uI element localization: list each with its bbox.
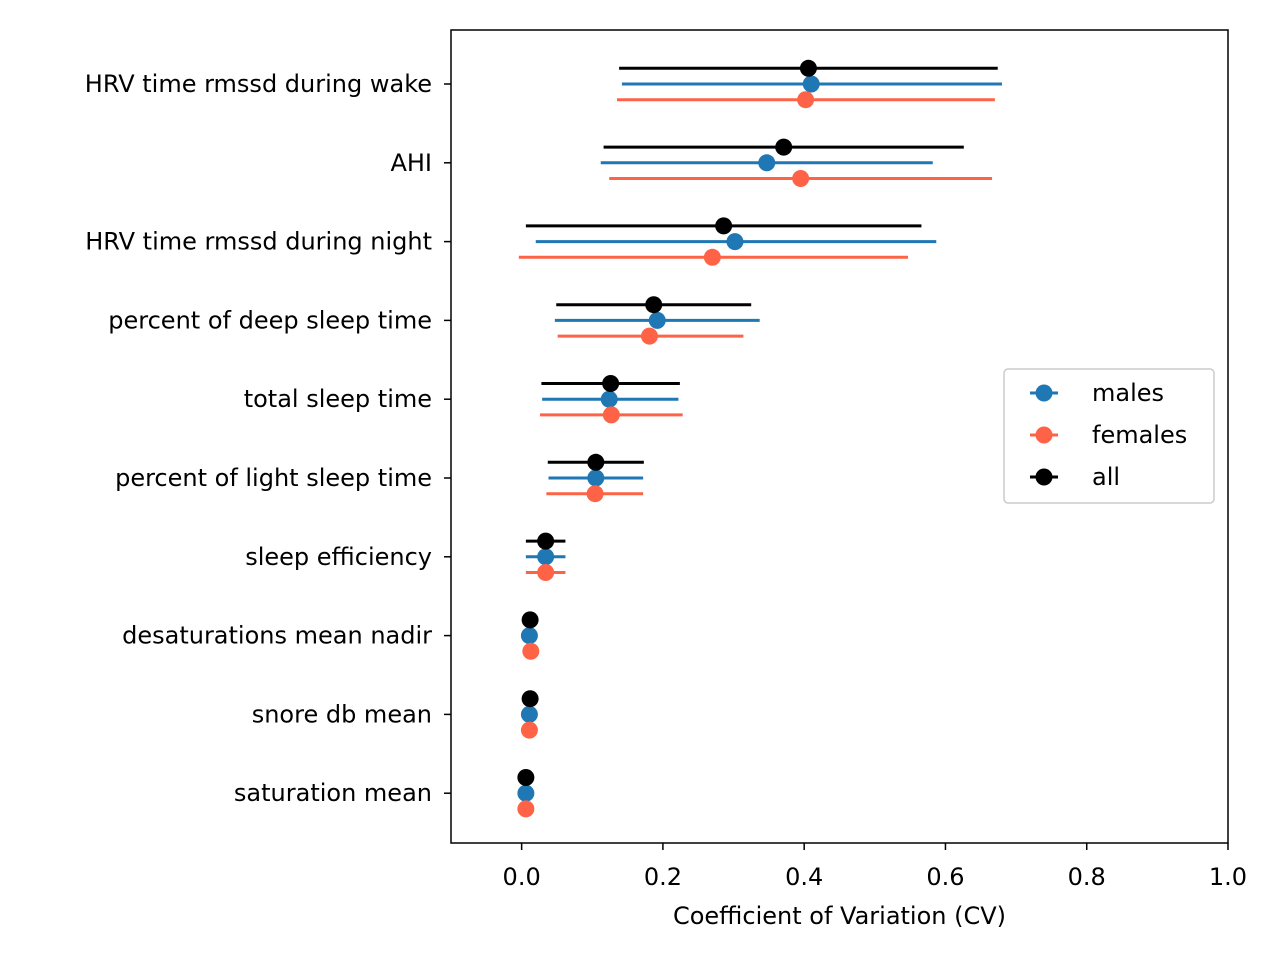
data-point bbox=[726, 233, 744, 251]
x-tick-label: 0.8 bbox=[1068, 863, 1106, 891]
y-tick-label: percent of light sleep time bbox=[115, 464, 432, 492]
x-tick-label: 0.0 bbox=[503, 863, 541, 891]
y-tick-label: sleep efficiency bbox=[245, 543, 432, 571]
y-axis: HRV time rmssd during wake AHI HRV time rm… bbox=[85, 70, 451, 807]
legend: males females all bbox=[1003, 368, 1215, 504]
data-point bbox=[758, 154, 776, 172]
y-tick-label: saturation mean bbox=[234, 779, 432, 807]
data-point bbox=[645, 296, 663, 314]
data-point bbox=[520, 627, 538, 645]
data-point bbox=[522, 642, 540, 660]
data-point bbox=[587, 453, 605, 471]
data-point bbox=[537, 548, 555, 566]
data-point bbox=[521, 690, 539, 708]
x-tick-label: 0.6 bbox=[926, 863, 964, 891]
data-point bbox=[703, 248, 721, 266]
data-point bbox=[537, 564, 555, 581]
data-point bbox=[587, 469, 605, 487]
data-point bbox=[792, 170, 810, 187]
legend-label: females bbox=[1092, 421, 1187, 449]
y-tick-label: snore db mean bbox=[252, 700, 432, 728]
legend-box bbox=[1003, 368, 1215, 504]
y-tick-label: desaturations mean nadir bbox=[122, 622, 432, 650]
x-axis: 0.0 0.2 0.4 0.6 0.8 1.0 bbox=[503, 843, 1247, 891]
legend-label: all bbox=[1092, 463, 1120, 491]
data-point bbox=[586, 485, 604, 503]
x-tick-label: 0.4 bbox=[785, 863, 823, 891]
data-point bbox=[600, 390, 618, 408]
legend-marker bbox=[1035, 384, 1053, 402]
data-points bbox=[517, 59, 820, 818]
plot-frame bbox=[450, 29, 1229, 844]
data-point bbox=[799, 59, 817, 77]
y-tick-label: total sleep time bbox=[244, 385, 432, 413]
y-tick-label: HRV time rmssd during night bbox=[85, 228, 432, 256]
data-point bbox=[520, 705, 538, 723]
y-tick-label: percent of deep sleep time bbox=[108, 306, 432, 334]
legend-label: males bbox=[1092, 379, 1164, 407]
data-point bbox=[802, 75, 820, 93]
data-point bbox=[517, 784, 535, 802]
data-point bbox=[775, 138, 793, 156]
data-point bbox=[797, 91, 815, 109]
x-tick-label: 0.2 bbox=[644, 863, 682, 891]
data-point bbox=[517, 769, 535, 786]
data-point bbox=[715, 217, 733, 235]
data-point bbox=[602, 406, 620, 424]
data-point bbox=[602, 375, 620, 392]
data-point bbox=[537, 532, 555, 550]
x-axis-label: Coefficient of Variation (CV) bbox=[673, 902, 1006, 930]
legend-marker bbox=[1035, 468, 1053, 486]
data-point bbox=[520, 721, 538, 739]
x-tick-label: 1.0 bbox=[1209, 863, 1247, 891]
data-point bbox=[517, 800, 535, 818]
data-point bbox=[648, 311, 666, 329]
data-point bbox=[640, 327, 658, 345]
y-tick-label: HRV time rmssd during wake bbox=[85, 70, 432, 98]
y-tick-label: AHI bbox=[390, 149, 432, 177]
legend-marker bbox=[1035, 426, 1053, 444]
data-point bbox=[521, 611, 539, 629]
